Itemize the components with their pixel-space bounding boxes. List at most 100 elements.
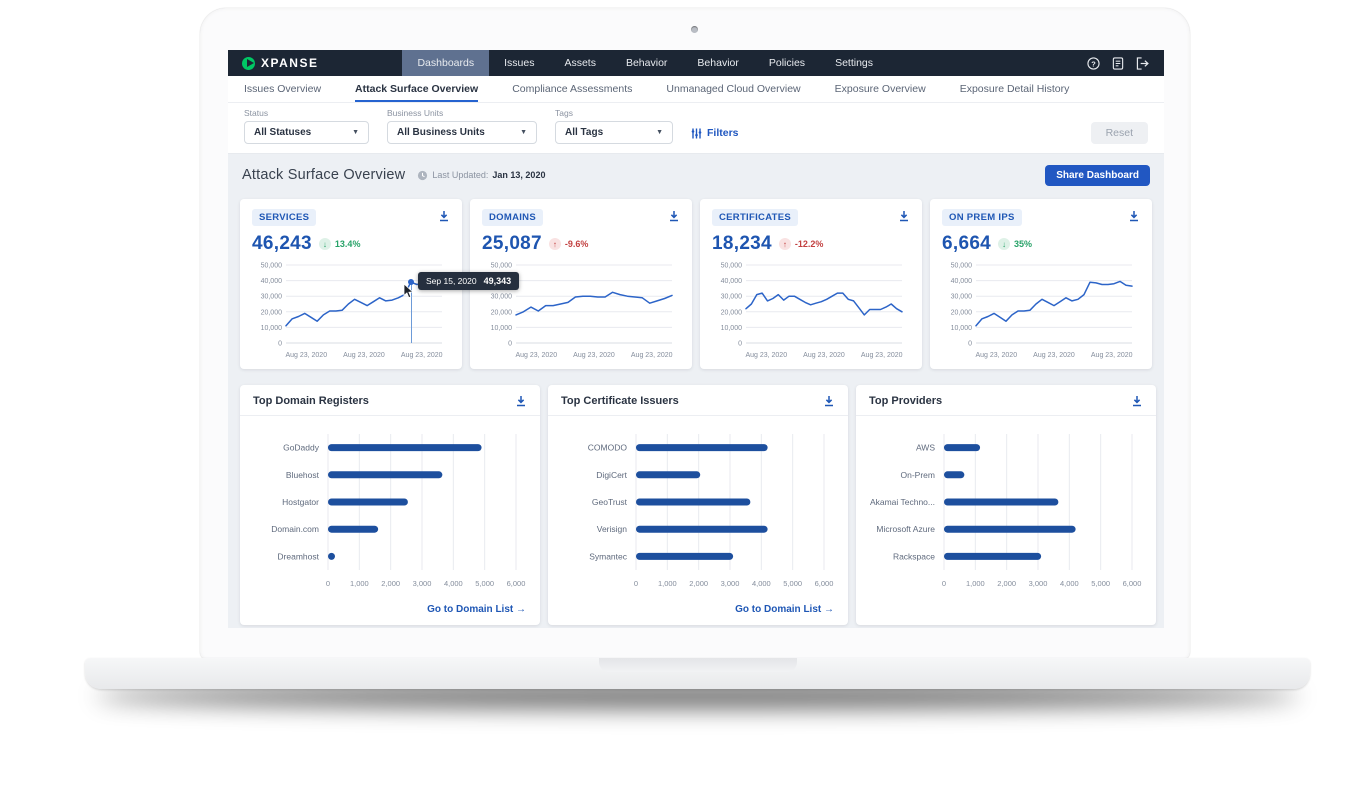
tab-unmanaged-cloud-overview[interactable]: Unmanaged Cloud Overview [666,83,801,95]
svg-text:20,000: 20,000 [721,309,743,316]
kpi-label-certificates: CERTIFICATES [712,209,799,226]
svg-text:30,000: 30,000 [261,294,283,301]
filters-button[interactable]: Filters [691,127,739,144]
svg-text:Aug 23, 2020: Aug 23, 2020 [975,352,1017,359]
svg-text:10,000: 10,000 [951,325,973,332]
svg-text:50,000: 50,000 [721,263,743,270]
svg-text:Aug 23, 2020: Aug 23, 2020 [343,352,385,359]
domain-registers-bar-chart[interactable]: 0 1,000 2,000 3,000 4,000 5,000 6,000 GoDaddy Bl… [240,416,540,597]
svg-text:Aug 23, 2020: Aug 23, 2020 [803,352,845,359]
last-updated: Last Updated: Jan 13, 2020 [417,170,545,181]
nav-menu: Dashboards Issues Assets Behavior Behavi… [402,50,888,76]
chart-hover-point [408,279,414,285]
nav-item-issues[interactable]: Issues [504,57,535,69]
svg-text:3,000: 3,000 [413,579,432,588]
kpi-card-row: SERVICES 46,243 ↓ 13.4% [240,199,1152,369]
filters-button-label: Filters [707,127,739,139]
svg-text:4,000: 4,000 [1060,579,1079,588]
download-icon[interactable] [515,395,527,407]
services-line-chart[interactable]: Sep 15, 2020 49,343 0 10,000 20,000 30,000 4… [252,259,520,366]
download-icon[interactable] [1128,210,1140,222]
release-notes-icon[interactable] [1112,56,1124,70]
nav-item-dashboards[interactable]: Dashboards [402,50,490,76]
status-dropdown-value: All Statuses [254,127,312,138]
svg-text:Aug 23, 2020: Aug 23, 2020 [285,352,327,359]
download-icon[interactable] [668,210,680,222]
svg-text:6,000: 6,000 [815,579,834,588]
tab-issues-overview[interactable]: Issues Overview [244,83,322,95]
svg-text:20,000: 20,000 [491,309,513,316]
nav-item-policies[interactable]: Policies [768,57,806,69]
on-prem-ips-line-chart[interactable]: 0 10,000 20,000 30,000 40,000 50,000 Aug 23, 2… [942,259,1140,366]
svg-text:Aug 23, 2020: Aug 23, 2020 [401,352,443,359]
nav-utility-icons: ? [1087,50,1164,76]
svg-text:3,000: 3,000 [1029,579,1048,588]
svg-text:10,000: 10,000 [721,325,743,332]
bar-card-row: Top Domain Registers 0 1,000 2,000 3,000 4,0… [240,385,1156,625]
svg-text:1,000: 1,000 [658,579,677,588]
svg-text:Microsoft Azure: Microsoft Azure [876,524,935,534]
kpi-value-on-prem-ips: 6,664 [942,233,992,254]
certificates-line-chart[interactable]: 0 10,000 20,000 30,000 40,000 50,000 Aug 23, 2… [712,259,910,366]
nav-item-behavior-2[interactable]: Behavior [697,57,739,69]
download-icon[interactable] [1131,395,1143,407]
business-units-filter-label: Business Units [387,108,444,118]
kpi-value-certificates: 18,234 [712,233,772,254]
nav-item-settings[interactable]: Settings [835,57,874,69]
tags-dropdown[interactable]: All Tags ▼ [555,121,673,144]
filter-bar: Status All Statuses ▼ Business Units All… [228,103,1164,153]
kpi-card-services: SERVICES 46,243 ↓ 13.4% [240,199,520,369]
trend-down-icon: ↓ [318,238,331,250]
sliders-icon [691,128,702,138]
logout-icon[interactable] [1136,56,1150,70]
nav-item-assets[interactable]: Assets [564,57,596,69]
svg-text:GeoTrust: GeoTrust [592,497,628,507]
certificate-issuers-bar-chart[interactable]: 0 1,000 2,000 3,000 4,000 5,000 6,000 COMODO Dig… [548,416,848,597]
tab-compliance-assessments[interactable]: Compliance Assessments [512,83,633,95]
nav-item-behavior-1[interactable]: Behavior [625,57,668,69]
help-icon[interactable]: ? [1087,56,1100,70]
page-header: Attack Surface Overview Last Updated: Ja… [242,164,1150,186]
business-units-dropdown[interactable]: All Business Units ▼ [387,121,537,144]
svg-text:AWS: AWS [916,443,935,453]
svg-text:40,000: 40,000 [261,278,283,285]
tab-attack-surface-overview[interactable]: Attack Surface Overview [355,76,479,102]
svg-text:10,000: 10,000 [261,325,283,332]
card-title: Top Providers [869,394,943,407]
tab-exposure-detail-history[interactable]: Exposure Detail History [959,83,1070,95]
svg-text:Aug 23, 2020: Aug 23, 2020 [631,352,673,359]
trend-up-icon: ↑ [778,238,791,250]
share-dashboard-button[interactable]: Share Dashboard [1045,164,1150,186]
xpanse-logo-icon [242,56,255,70]
svg-text:6,000: 6,000 [507,579,526,588]
trend-down-icon: ↓ [998,238,1011,250]
status-dropdown[interactable]: All Statuses ▼ [244,121,369,144]
svg-text:0: 0 [508,341,512,348]
go-to-domain-list-link[interactable]: Go to Domain List → [735,604,834,615]
svg-text:1,000: 1,000 [350,579,369,588]
svg-text:0: 0 [738,341,742,348]
kpi-trend-services: ↓ 13.4% [318,238,360,250]
svg-text:6,000: 6,000 [1123,579,1142,588]
download-icon[interactable] [898,210,910,222]
kpi-label-services: SERVICES [252,209,317,226]
svg-text:20,000: 20,000 [951,309,973,316]
tab-exposure-overview[interactable]: Exposure Overview [834,83,926,95]
go-to-domain-list-link[interactable]: Go to Domain List → [427,604,526,615]
svg-text:1,000: 1,000 [966,579,985,588]
brand-logo[interactable]: XPANSE [228,50,332,76]
svg-text:COMODO: COMODO [588,443,628,453]
dashboard-tabs: Issues Overview Attack Surface Overview … [228,76,1164,103]
reset-button[interactable]: Reset [1090,122,1148,144]
providers-bar-chart[interactable]: 0 1,000 2,000 3,000 4,000 5,000 6,000 AWS On-Pre… [856,416,1156,597]
kpi-value-domains: 25,087 [482,233,542,254]
brand-name: XPANSE [261,56,319,70]
svg-text:5,000: 5,000 [475,579,494,588]
svg-text:Aug 23, 2020: Aug 23, 2020 [1091,352,1133,359]
kpi-trend-domains: ↑ -9.6% [548,238,588,250]
download-icon[interactable] [438,210,450,222]
top-certificate-issuers-card: Top Certificate Issuers 0 1,000 2,000 3,000… [548,385,848,625]
svg-text:Hostgator: Hostgator [282,497,319,507]
download-icon[interactable] [823,395,835,407]
